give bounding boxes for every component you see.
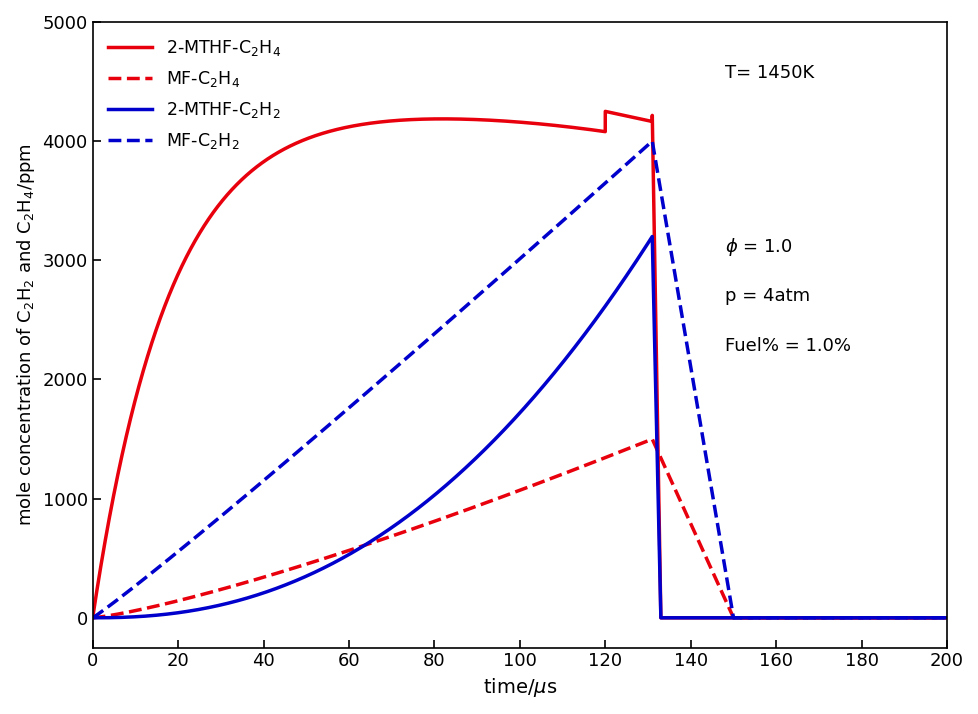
- X-axis label: time/$\mu$s: time/$\mu$s: [482, 676, 556, 699]
- Y-axis label: mole concentration of C$_2$H$_2$ and C$_2$H$_4$/ppm: mole concentration of C$_2$H$_2$ and C$_…: [15, 144, 37, 526]
- Text: Fuel% = 1.0%: Fuel% = 1.0%: [724, 336, 850, 355]
- Text: p = 4atm: p = 4atm: [724, 286, 809, 305]
- Text: T= 1450K: T= 1450K: [724, 64, 814, 81]
- Text: $\phi$ = 1.0: $\phi$ = 1.0: [724, 236, 792, 258]
- Legend: 2-MTHF-C$_2$H$_4$, MF-C$_2$H$_4$, 2-MTHF-C$_2$H$_2$, MF-C$_2$H$_2$: 2-MTHF-C$_2$H$_4$, MF-C$_2$H$_4$, 2-MTHF…: [102, 31, 288, 159]
